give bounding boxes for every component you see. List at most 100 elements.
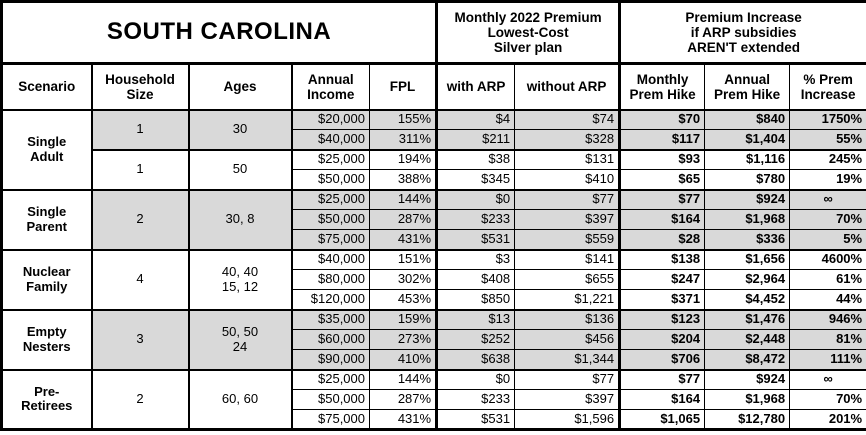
pct-increase-cell: ∞	[789, 188, 866, 210]
fpl-cell: 388%	[368, 169, 438, 190]
without-arp-cell: $397	[514, 209, 621, 230]
table-row: Empty Nesters 3 50, 50 24 $35,000 159% $…	[1, 308, 866, 370]
without-arp-cell: $397	[514, 389, 621, 410]
col-header-pct-increase: % Prem Increase	[789, 63, 866, 111]
monthly-hike-cell: $164	[618, 209, 706, 230]
annual-hike-cell: $1,116	[704, 148, 791, 170]
annual-hike-cell: $8,472	[704, 349, 791, 370]
annual-hike-cell: $1,968	[704, 389, 791, 410]
annual-hike-cell: $4,452	[704, 289, 791, 310]
annual-hike-cell: $12,780	[704, 409, 791, 430]
income-cell: $50,000	[290, 209, 370, 230]
with-arp-cell: $345	[435, 169, 516, 190]
monthly-hike-cell: $138	[618, 248, 706, 270]
fpl-cell: 431%	[368, 229, 438, 250]
fpl-cell: 155%	[368, 109, 438, 130]
with-arp-cell: $850	[435, 289, 516, 310]
monthly-hike-cell: $164	[618, 389, 706, 410]
income-cell: $50,000	[290, 389, 370, 410]
col-header-with-arp: with ARP	[435, 63, 516, 111]
household-size-cell: 4	[90, 248, 189, 310]
fpl-cell: 431%	[368, 409, 438, 430]
household-size-cell: 2	[90, 188, 189, 250]
col-header-fpl: FPL	[368, 63, 438, 111]
ages-cell: 30, 8	[187, 188, 292, 250]
annual-hike-cell: $336	[704, 229, 791, 250]
income-cell: $25,000	[290, 188, 370, 210]
monthly-hike-cell: $371	[618, 289, 706, 310]
income-cell: $120,000	[290, 289, 370, 310]
with-arp-cell: $408	[435, 269, 516, 290]
monthly-hike-cell: $123	[618, 308, 706, 330]
fpl-cell: 311%	[368, 129, 438, 150]
fpl-cell: 287%	[368, 389, 438, 410]
table-row: $60,000 273% $252 $456 $204 $2,448 81%	[2, 329, 866, 350]
without-arp-cell: $77	[514, 368, 621, 390]
monthly-hike-cell: $247	[618, 269, 706, 290]
table-row: Single Adult 1 30 $20,000 155% $4 $74 $7…	[1, 109, 866, 190]
without-arp-cell: $559	[514, 229, 621, 250]
table-row: $75,000 431% $531 $1,596 $1,065 $12,780 …	[2, 409, 866, 430]
ages-cell: 50	[187, 148, 292, 190]
without-arp-cell: $131	[514, 148, 621, 170]
with-arp-cell: $531	[435, 409, 516, 430]
fpl-cell: 194%	[368, 148, 438, 170]
monthly-hike-cell: $204	[618, 329, 706, 350]
income-cell: $25,000	[290, 148, 370, 170]
fpl-cell: 273%	[368, 329, 438, 350]
with-arp-cell: $0	[435, 368, 516, 390]
without-arp-cell: $1,344	[514, 349, 621, 370]
ages-cell: 30	[187, 109, 292, 150]
annual-hike-cell: $1,404	[704, 129, 791, 150]
pct-increase-cell: 4600%	[789, 248, 866, 270]
pct-increase-cell: 81%	[789, 329, 866, 350]
without-arp-cell: $1,221	[514, 289, 621, 310]
page-title: SOUTH CAROLINA	[0, 1, 438, 65]
annual-hike-cell: $780	[704, 169, 791, 190]
ages-cell: 60, 60	[187, 368, 292, 430]
annual-hike-cell: $2,448	[704, 329, 791, 350]
annual-hike-cell: $840	[704, 109, 791, 130]
income-cell: $60,000	[290, 329, 370, 350]
pct-increase-cell: 70%	[789, 389, 866, 410]
with-arp-cell: $531	[435, 229, 516, 250]
household-size-cell: 1	[90, 109, 189, 150]
col-header-without-arp: without ARP	[514, 63, 621, 111]
annual-hike-cell: $924	[704, 368, 791, 390]
monthly-hike-cell: $70	[618, 109, 706, 130]
col-header-monthly-hike: Monthly Prem Hike	[618, 63, 706, 111]
monthly-hike-cell: $1,065	[618, 409, 706, 430]
with-arp-cell: $3	[435, 248, 516, 270]
pct-increase-cell: 19%	[789, 169, 866, 190]
monthly-hike-cell: $93	[618, 148, 706, 170]
table-row: $40,000 311% $211 $328 $117 $1,404 55%	[2, 129, 866, 150]
income-cell: $80,000	[290, 269, 370, 290]
monthly-hike-cell: $65	[618, 169, 706, 190]
monthly-hike-cell: $117	[618, 129, 706, 150]
without-arp-cell: $77	[514, 188, 621, 210]
with-arp-cell: $252	[435, 329, 516, 350]
annual-hike-cell: $924	[704, 188, 791, 210]
without-arp-cell: $141	[514, 248, 621, 270]
premium-group-header: Monthly 2022 Premium Lowest-Cost Silver …	[435, 1, 621, 65]
fpl-cell: 159%	[368, 308, 438, 330]
fpl-cell: 453%	[368, 289, 438, 310]
household-size-cell: 3	[90, 308, 189, 370]
income-cell: $40,000	[290, 129, 370, 150]
monthly-hike-cell: $28	[618, 229, 706, 250]
table-row: Pre- Retirees 2 60, 60 $25,000 144% $0 $…	[1, 368, 866, 430]
with-arp-cell: $13	[435, 308, 516, 330]
income-cell: $75,000	[290, 409, 370, 430]
col-header-annual-income: Annual Income	[290, 63, 370, 111]
income-cell: $25,000	[290, 368, 370, 390]
income-cell: $75,000	[290, 229, 370, 250]
title-row: SOUTH CAROLINA Monthly 2022 Premium Lowe…	[0, 1, 866, 65]
ages-cell: 40, 40 15, 12	[187, 248, 292, 310]
income-cell: $90,000	[290, 349, 370, 370]
pct-increase-cell: 44%	[789, 289, 866, 310]
pct-increase-cell: 245%	[789, 148, 866, 170]
col-header-ages: Ages	[187, 63, 292, 111]
household-size-cell: 2	[90, 368, 189, 430]
table-row: $75,000 431% $531 $559 $28 $336 5%	[2, 229, 866, 250]
